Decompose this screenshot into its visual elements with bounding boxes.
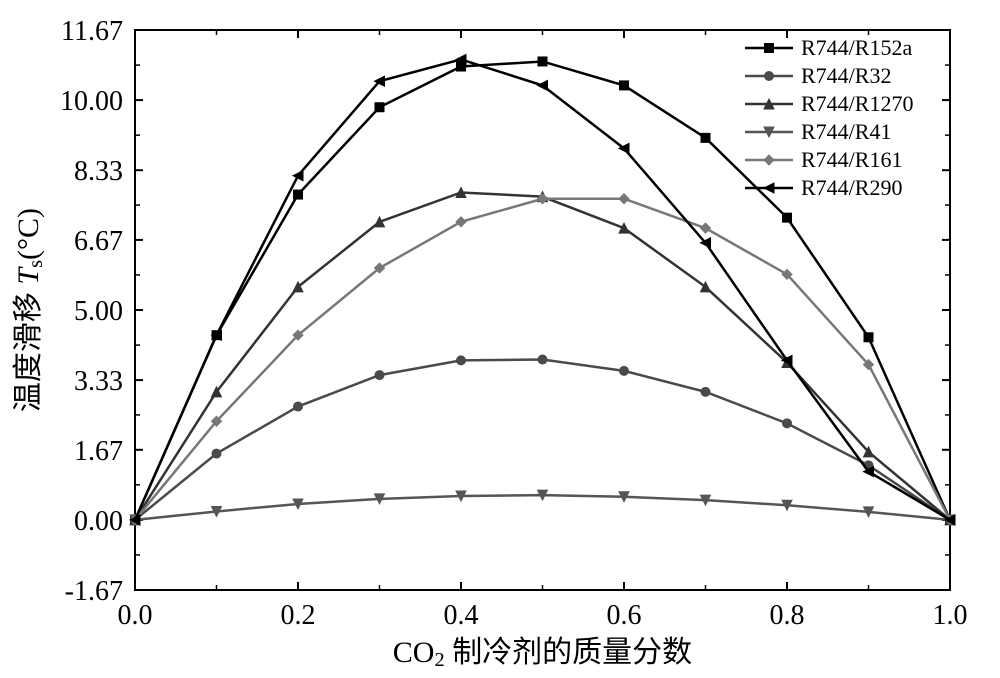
legend-label: R744/R152a <box>801 35 912 60</box>
marker-circle-icon <box>212 449 221 458</box>
marker-square-icon <box>701 133 710 142</box>
y-axis-label: 温度滑移 Ts(°C) <box>12 208 47 412</box>
series-R744-R41 <box>130 490 955 525</box>
x-axis-label: CO2 制冷剂的质量分数 <box>393 636 692 671</box>
chart-container: 0.00.20.40.60.81.0-1.670.001.673.335.006… <box>0 0 1000 678</box>
marker-diamond-icon <box>701 223 711 233</box>
y-tick-label: -1.67 <box>65 576 123 607</box>
marker-square-icon <box>538 57 547 66</box>
marker-square-icon <box>375 103 384 112</box>
x-tick-label: 1.0 <box>933 600 968 631</box>
marker-triangle-left-icon <box>538 80 548 90</box>
marker-square-icon <box>864 333 873 342</box>
marker-circle-icon <box>765 72 774 81</box>
legend-label: R744/R161 <box>801 147 902 172</box>
y-tick-label: 10.00 <box>60 86 123 117</box>
marker-diamond-icon <box>619 194 629 204</box>
y-tick-label: 3.33 <box>74 366 123 397</box>
marker-circle-icon <box>457 356 466 365</box>
y-tick-label: 6.67 <box>74 226 123 257</box>
y-tick-label: 8.33 <box>74 156 123 187</box>
marker-circle-icon <box>783 419 792 428</box>
marker-circle-icon <box>538 355 547 364</box>
marker-triangle-left-icon <box>764 183 774 193</box>
marker-circle-icon <box>701 387 710 396</box>
legend-label: R744/R41 <box>801 119 891 144</box>
marker-square-icon <box>620 81 629 90</box>
marker-diamond-icon <box>764 155 774 165</box>
y-tick-label: 11.67 <box>61 16 123 47</box>
marker-triangle-left-icon <box>293 171 303 181</box>
marker-square-icon <box>783 213 792 222</box>
x-tick-label: 0.4 <box>444 600 479 631</box>
marker-circle-icon <box>375 371 384 380</box>
y-tick-label: 1.67 <box>74 436 123 467</box>
legend: R744/R152a R744/R32 R744/R1270 R744/R41 R744… <box>745 35 913 200</box>
legend-label: R744/R290 <box>801 175 902 200</box>
legend-label: R744/R32 <box>801 63 891 88</box>
x-tick-label: 0.6 <box>607 600 642 631</box>
marker-square-icon <box>294 190 303 199</box>
legend-label: R744/R1270 <box>801 91 913 116</box>
x-tick-label: 0.8 <box>770 600 805 631</box>
marker-diamond-icon <box>456 217 466 227</box>
x-tick-label: 0.2 <box>281 600 316 631</box>
line-chart: 0.00.20.40.60.81.0-1.670.001.673.335.006… <box>0 0 1000 678</box>
marker-circle-icon <box>620 366 629 375</box>
marker-square-icon <box>765 44 774 53</box>
y-tick-label: 5.00 <box>74 296 123 327</box>
marker-triangle-up-icon <box>619 223 629 233</box>
marker-circle-icon <box>294 402 303 411</box>
y-tick-label: 0.00 <box>74 506 123 537</box>
